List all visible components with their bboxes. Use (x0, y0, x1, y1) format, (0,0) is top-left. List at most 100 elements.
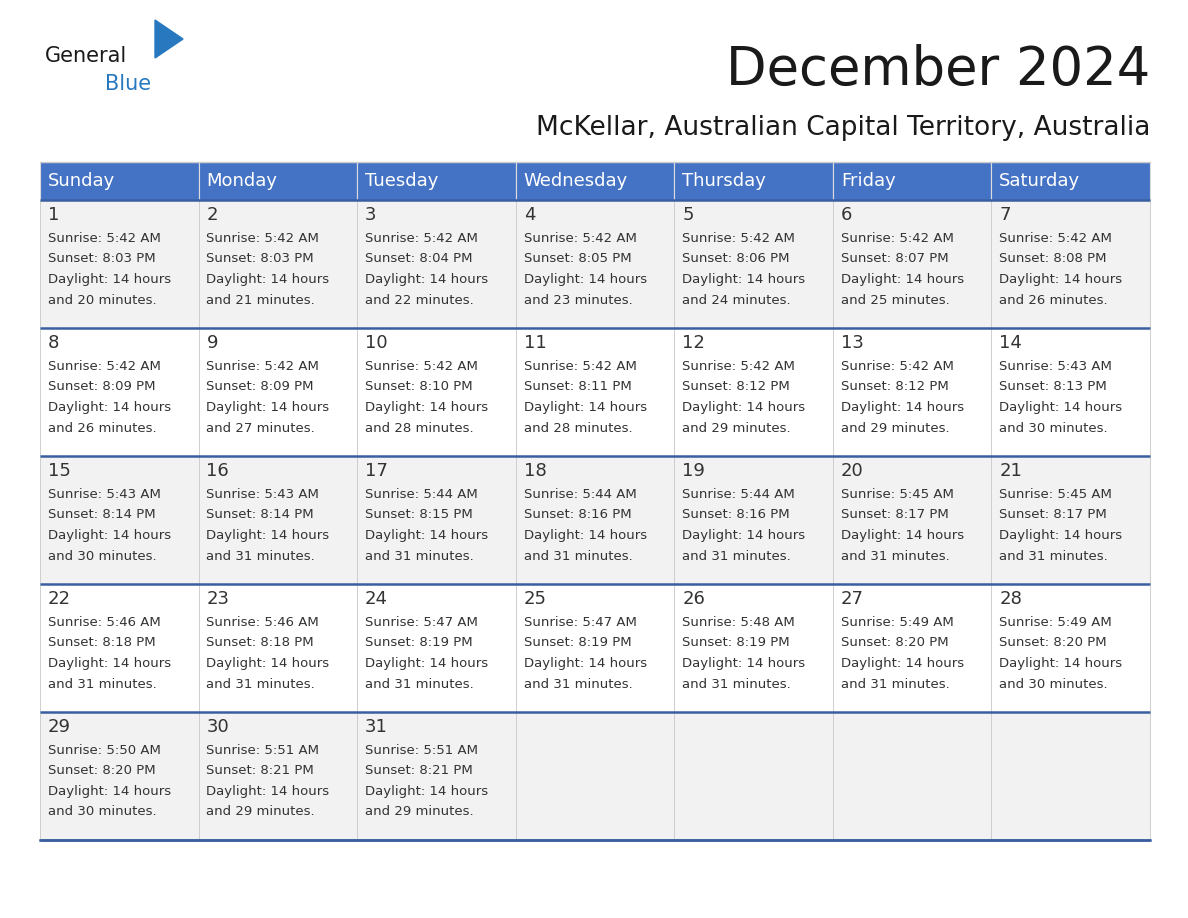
Text: and 31 minutes.: and 31 minutes. (682, 677, 791, 690)
Text: Daylight: 14 hours: Daylight: 14 hours (207, 657, 329, 670)
Bar (198, 712, 358, 840)
Text: 29: 29 (48, 718, 71, 736)
Text: Sunset: 8:10 PM: Sunset: 8:10 PM (365, 380, 473, 394)
Text: Daylight: 14 hours: Daylight: 14 hours (207, 785, 329, 798)
Bar (992, 200, 1150, 328)
Text: 22: 22 (48, 590, 71, 608)
Text: and 20 minutes.: and 20 minutes. (48, 294, 157, 307)
Text: Sunrise: 5:42 AM: Sunrise: 5:42 AM (207, 232, 320, 245)
Text: 24: 24 (365, 590, 388, 608)
Text: and 29 minutes.: and 29 minutes. (207, 805, 315, 819)
Text: Sunset: 8:17 PM: Sunset: 8:17 PM (999, 509, 1107, 521)
Text: Sunset: 8:20 PM: Sunset: 8:20 PM (999, 636, 1107, 650)
Text: Sunrise: 5:49 AM: Sunrise: 5:49 AM (841, 616, 954, 629)
Text: Sunset: 8:21 PM: Sunset: 8:21 PM (207, 765, 315, 778)
Text: Sunset: 8:09 PM: Sunset: 8:09 PM (48, 380, 156, 394)
Bar (358, 584, 516, 712)
Text: Saturday: Saturday (999, 172, 1080, 190)
Bar (992, 456, 1150, 584)
Text: Sunrise: 5:43 AM: Sunrise: 5:43 AM (48, 488, 160, 501)
Text: and 31 minutes.: and 31 minutes. (841, 550, 949, 563)
Text: Daylight: 14 hours: Daylight: 14 hours (524, 273, 646, 286)
Bar (198, 162, 358, 200)
Text: Sunset: 8:03 PM: Sunset: 8:03 PM (48, 252, 156, 265)
Text: 31: 31 (365, 718, 388, 736)
Text: and 25 minutes.: and 25 minutes. (841, 294, 949, 307)
Text: Sunrise: 5:48 AM: Sunrise: 5:48 AM (682, 616, 795, 629)
Text: Sunset: 8:08 PM: Sunset: 8:08 PM (999, 252, 1107, 265)
Text: Sunrise: 5:43 AM: Sunrise: 5:43 AM (999, 360, 1112, 373)
Bar (358, 328, 516, 456)
Bar (198, 328, 358, 456)
Text: Daylight: 14 hours: Daylight: 14 hours (999, 273, 1123, 286)
Text: Sunrise: 5:47 AM: Sunrise: 5:47 AM (365, 616, 478, 629)
Text: Daylight: 14 hours: Daylight: 14 hours (48, 529, 171, 542)
Text: Sunrise: 5:50 AM: Sunrise: 5:50 AM (48, 744, 160, 757)
Text: Daylight: 14 hours: Daylight: 14 hours (999, 529, 1123, 542)
Bar (833, 456, 992, 584)
Text: and 29 minutes.: and 29 minutes. (682, 421, 791, 434)
Text: Sunset: 8:21 PM: Sunset: 8:21 PM (365, 765, 473, 778)
Text: Blue: Blue (105, 74, 151, 94)
Text: Sunset: 8:16 PM: Sunset: 8:16 PM (682, 509, 790, 521)
Text: Daylight: 14 hours: Daylight: 14 hours (207, 529, 329, 542)
Bar (675, 456, 833, 584)
Text: and 29 minutes.: and 29 minutes. (365, 805, 474, 819)
Text: 5: 5 (682, 206, 694, 224)
Text: Daylight: 14 hours: Daylight: 14 hours (207, 273, 329, 286)
Text: Sunrise: 5:43 AM: Sunrise: 5:43 AM (207, 488, 320, 501)
Text: Tuesday: Tuesday (365, 172, 438, 190)
Bar (516, 456, 675, 584)
Text: Daylight: 14 hours: Daylight: 14 hours (48, 401, 171, 414)
Text: Sunset: 8:20 PM: Sunset: 8:20 PM (48, 765, 156, 778)
Polygon shape (154, 20, 183, 58)
Text: 19: 19 (682, 462, 706, 480)
Text: and 21 minutes.: and 21 minutes. (207, 294, 315, 307)
Text: Sunset: 8:05 PM: Sunset: 8:05 PM (524, 252, 631, 265)
Text: Sunset: 8:15 PM: Sunset: 8:15 PM (365, 509, 473, 521)
Text: December 2024: December 2024 (726, 44, 1150, 96)
Text: Sunday: Sunday (48, 172, 115, 190)
Bar (675, 712, 833, 840)
Text: Sunset: 8:18 PM: Sunset: 8:18 PM (48, 636, 156, 650)
Bar (992, 584, 1150, 712)
Text: 11: 11 (524, 334, 546, 352)
Text: and 28 minutes.: and 28 minutes. (524, 421, 632, 434)
Bar (992, 162, 1150, 200)
Bar (516, 584, 675, 712)
Text: 17: 17 (365, 462, 388, 480)
Text: Sunset: 8:12 PM: Sunset: 8:12 PM (841, 380, 948, 394)
Bar (675, 200, 833, 328)
Text: 28: 28 (999, 590, 1022, 608)
Text: 15: 15 (48, 462, 71, 480)
Text: and 31 minutes.: and 31 minutes. (365, 677, 474, 690)
Text: Sunrise: 5:42 AM: Sunrise: 5:42 AM (841, 360, 954, 373)
Text: Wednesday: Wednesday (524, 172, 628, 190)
Bar (40, 584, 198, 712)
Text: Sunrise: 5:47 AM: Sunrise: 5:47 AM (524, 616, 637, 629)
Text: Sunset: 8:13 PM: Sunset: 8:13 PM (999, 380, 1107, 394)
Text: Sunset: 8:16 PM: Sunset: 8:16 PM (524, 509, 631, 521)
Text: Sunset: 8:06 PM: Sunset: 8:06 PM (682, 252, 790, 265)
Text: 4: 4 (524, 206, 535, 224)
Text: Sunrise: 5:49 AM: Sunrise: 5:49 AM (999, 616, 1112, 629)
Text: General: General (45, 46, 127, 66)
Text: Daylight: 14 hours: Daylight: 14 hours (524, 657, 646, 670)
Bar (40, 712, 198, 840)
Bar (358, 712, 516, 840)
Text: Daylight: 14 hours: Daylight: 14 hours (841, 529, 963, 542)
Text: Sunrise: 5:45 AM: Sunrise: 5:45 AM (841, 488, 954, 501)
Bar (198, 456, 358, 584)
Bar (516, 328, 675, 456)
Text: Sunset: 8:19 PM: Sunset: 8:19 PM (524, 636, 631, 650)
Text: Sunrise: 5:51 AM: Sunrise: 5:51 AM (365, 744, 478, 757)
Text: Sunset: 8:18 PM: Sunset: 8:18 PM (207, 636, 314, 650)
Bar (40, 200, 198, 328)
Text: 12: 12 (682, 334, 706, 352)
Text: 20: 20 (841, 462, 864, 480)
Text: and 31 minutes.: and 31 minutes. (524, 677, 632, 690)
Text: Daylight: 14 hours: Daylight: 14 hours (682, 273, 805, 286)
Text: Sunset: 8:12 PM: Sunset: 8:12 PM (682, 380, 790, 394)
Text: Daylight: 14 hours: Daylight: 14 hours (207, 401, 329, 414)
Text: 3: 3 (365, 206, 377, 224)
